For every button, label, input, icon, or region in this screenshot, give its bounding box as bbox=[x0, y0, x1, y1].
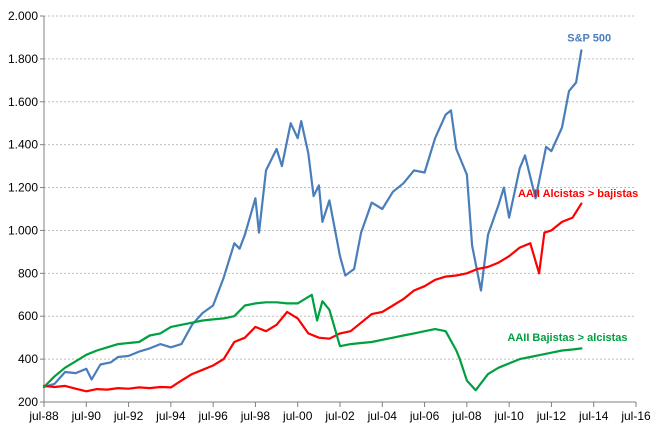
x-tick-label: jul-02 bbox=[324, 409, 355, 423]
y-tick-label: 1.200 bbox=[8, 181, 38, 195]
x-tick-label: jul-88 bbox=[28, 409, 59, 423]
x-tick-label: jul-04 bbox=[367, 409, 398, 423]
y-tick-label: 1.400 bbox=[8, 138, 38, 152]
y-tick-label: 800 bbox=[18, 266, 38, 280]
y-tick-label: 600 bbox=[18, 309, 38, 323]
x-tick-label: jul-16 bbox=[620, 409, 651, 423]
y-tick-label: 400 bbox=[18, 352, 38, 366]
y-tick-label: 1.000 bbox=[8, 223, 38, 237]
series-lines bbox=[42, 49, 583, 393]
x-tick-label: jul-98 bbox=[240, 409, 271, 423]
x-tick-label: jul-08 bbox=[451, 409, 482, 423]
x-tick-label: jul-94 bbox=[155, 409, 186, 423]
y-tick-label: 2.000 bbox=[8, 9, 38, 23]
x-tick-label: jul-96 bbox=[197, 409, 228, 423]
x-tick-label: jul-92 bbox=[113, 409, 144, 423]
bulls-line bbox=[42, 202, 583, 393]
x-tick-label: jul-12 bbox=[536, 409, 567, 423]
y-tick-label: 1.600 bbox=[8, 95, 38, 109]
x-tick-label: jul-10 bbox=[493, 409, 524, 423]
x-tick-label: jul-06 bbox=[409, 409, 440, 423]
x-tick-label: jul-00 bbox=[282, 409, 313, 423]
bears-label: AAII Bajistas > alcistas bbox=[507, 332, 627, 344]
axes: 200 400 600 800 1.000 1.200 1.400 1.600 1.800 2.0… bbox=[8, 9, 651, 423]
series-labels: S&P 500 AAII Alcistas > bajistas AAII Baji… bbox=[507, 33, 638, 344]
bulls-label: AAII Alcistas > bajistas bbox=[518, 188, 638, 200]
x-tick-label: jul-90 bbox=[71, 409, 102, 423]
y-tick-label: 1.800 bbox=[8, 52, 38, 66]
sp500-line bbox=[42, 49, 583, 389]
y-tick-label: 200 bbox=[18, 395, 38, 409]
bears-line bbox=[42, 293, 583, 392]
sp500-label: S&P 500 bbox=[567, 33, 611, 45]
x-tick-label: jul-14 bbox=[578, 409, 609, 423]
